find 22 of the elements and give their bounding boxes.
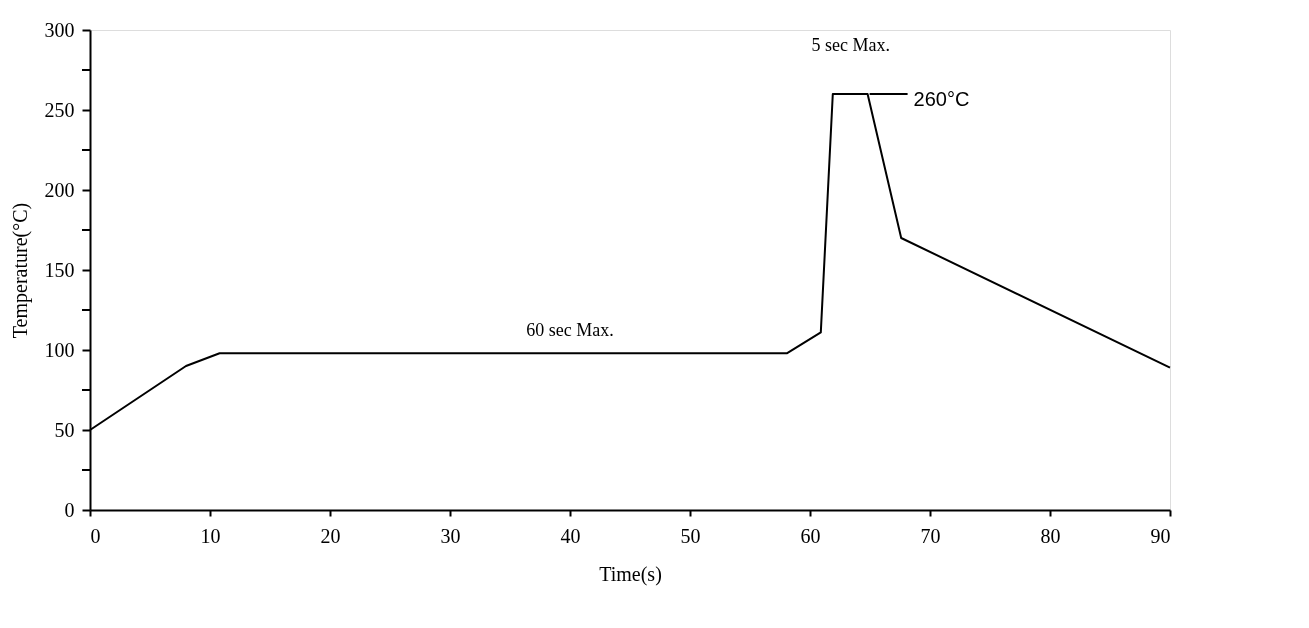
x-tick-label: 40: [560, 524, 581, 547]
x-tick-label: 50: [680, 524, 701, 547]
y-tick-label: 300: [44, 18, 75, 41]
x-tick-label: 90: [1150, 524, 1171, 547]
x-tick-label: 60: [800, 524, 821, 547]
annotation: 260°C: [913, 88, 970, 110]
x-tick-label: 0: [90, 524, 101, 547]
x-tick-label: 10: [200, 524, 221, 547]
y-axis-title: Temperature(°C): [8, 202, 32, 339]
x-axis-title: Time(s): [599, 562, 662, 586]
y-tick-label: 100: [44, 338, 75, 361]
annotation: 60 sec Max.: [526, 320, 614, 341]
annotation: 5 sec Max.: [811, 35, 891, 55]
y-tick-label: 200: [44, 178, 75, 201]
y-tick-label: 250: [44, 98, 75, 121]
x-tick-label: 20: [320, 524, 341, 547]
y-tick-label: 0: [64, 498, 75, 521]
x-tick-label: 30: [440, 524, 461, 547]
y-tick-label: 50: [54, 418, 75, 441]
y-tick-label: 150: [44, 258, 75, 281]
x-tick-label: 70: [920, 524, 941, 547]
x-tick-label: 80: [1040, 524, 1061, 547]
